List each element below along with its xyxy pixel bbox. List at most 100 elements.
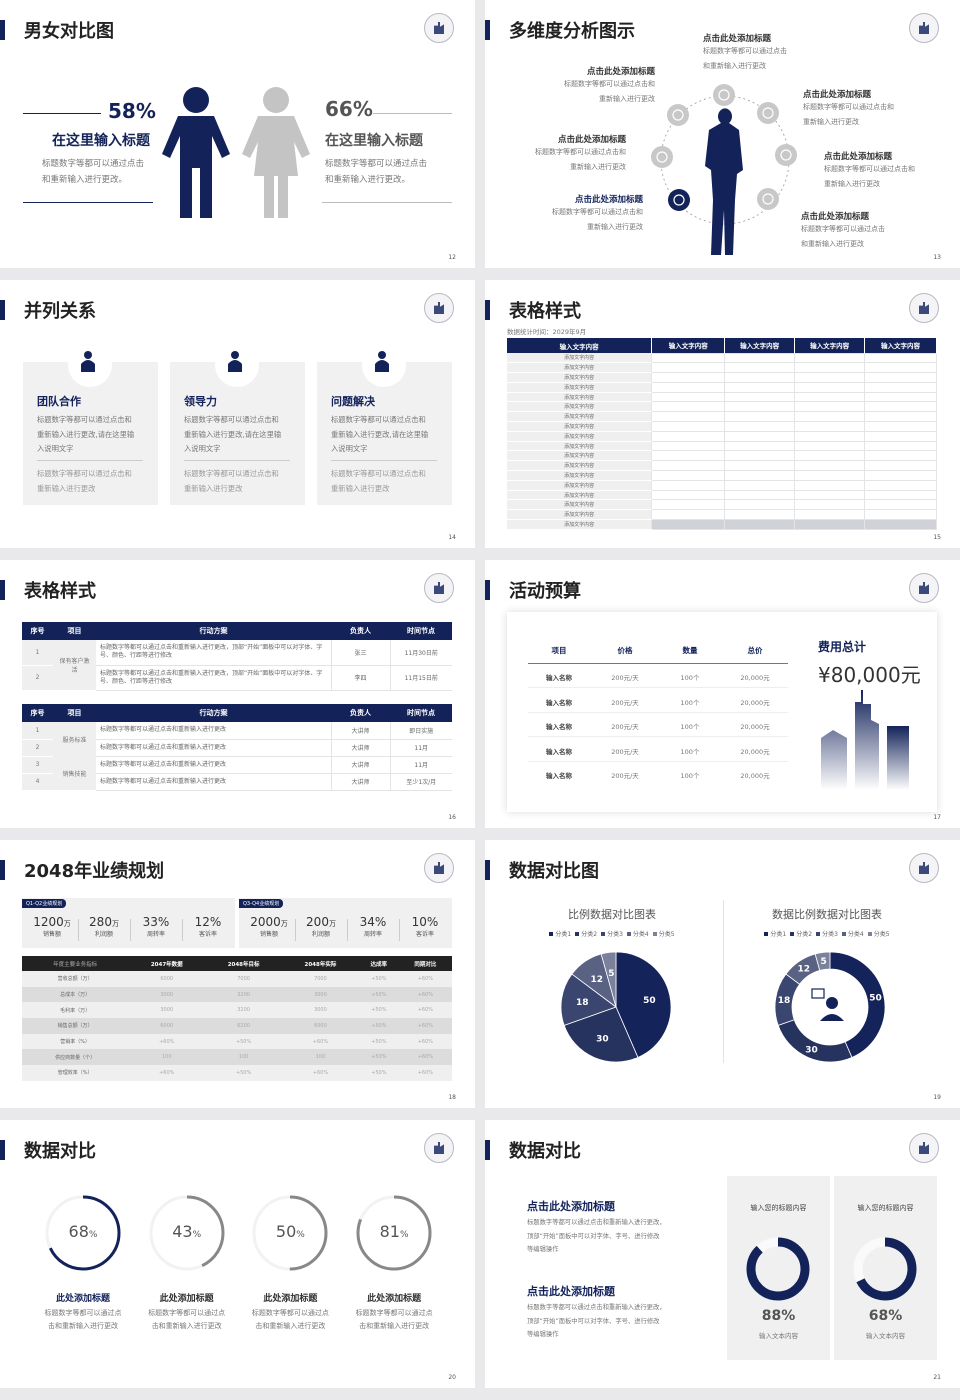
table-cell[interactable]: [864, 391, 937, 403]
table-cell[interactable]: [864, 470, 937, 481]
table-cell[interactable]: [724, 421, 796, 432]
table-cell[interactable]: [651, 519, 726, 530]
table-cell[interactable]: [864, 372, 937, 383]
table-cell[interactable]: [794, 372, 866, 383]
card-caption: 输入文本内容: [866, 1332, 905, 1340]
table-cell[interactable]: [864, 411, 937, 423]
table-cell[interactable]: [651, 450, 726, 462]
table-cell[interactable]: [794, 401, 866, 413]
table-cell[interactable]: [864, 450, 937, 462]
table-cell[interactable]: [864, 509, 937, 521]
table-cell[interactable]: [651, 401, 726, 413]
table-cell[interactable]: [724, 499, 796, 511]
slide-12[interactable]: 男女对比图 12 58% 在这里输入标题 标题数字等都可以通过点击 和重新输入进行更改。 6…: [0, 0, 475, 268]
table-cell[interactable]: [651, 489, 726, 501]
table-cell[interactable]: [864, 381, 937, 393]
slide-19[interactable]: 数据对比图 19 比例数据对比图表 分类1 分类2 分类3 分类4 分类5 50 30 18 12 5 数…: [485, 840, 960, 1108]
table-cell: 3000: [314, 1007, 327, 1014]
table-cell[interactable]: [864, 421, 937, 432]
table-cell[interactable]: [864, 352, 937, 364]
table-cell[interactable]: [794, 470, 866, 481]
slide-15[interactable]: 表格样式 15 数据统计时间：2029年9月 输入文字内容 输入文字内容 输入文字内容 输入…: [485, 280, 960, 548]
table-cell[interactable]: [724, 460, 796, 472]
table-cell[interactable]: [651, 430, 726, 442]
table-cell[interactable]: [794, 430, 866, 442]
flask-icon[interactable]: [713, 84, 735, 106]
table-cell[interactable]: [794, 352, 866, 364]
table-cell[interactable]: [651, 352, 726, 364]
table-cell[interactable]: [724, 362, 796, 374]
table-cell[interactable]: [794, 509, 866, 521]
table-cell[interactable]: [724, 519, 796, 530]
thumbs-up-icon[interactable]: [775, 144, 797, 166]
table-cell[interactable]: [724, 391, 796, 403]
table-cell[interactable]: [864, 440, 937, 452]
slide-13[interactable]: 多维度分析图示 13 点击此处添加标题 标题数字等都可以通过点击 和重新输入进行更改 点击…: [485, 0, 960, 268]
table-cell[interactable]: [794, 381, 866, 393]
table-cell[interactable]: [794, 391, 866, 403]
table-cell[interactable]: [651, 411, 726, 423]
table-cell[interactable]: [864, 489, 937, 501]
table-cell[interactable]: [724, 430, 796, 442]
table-cell[interactable]: [794, 450, 866, 462]
table-cell[interactable]: [724, 381, 796, 393]
table-cell[interactable]: [794, 411, 866, 423]
table-cell[interactable]: [651, 509, 726, 521]
block-desc: 标题数字等都可以通过点击和: [824, 165, 915, 173]
data-label: 50: [643, 996, 656, 1006]
table-cell[interactable]: [724, 489, 796, 501]
table-cell[interactable]: [724, 440, 796, 452]
table-cell[interactable]: [794, 519, 866, 530]
heart-icon[interactable]: [651, 146, 673, 168]
table-cell[interactable]: [651, 362, 726, 374]
table-cell[interactable]: [651, 372, 726, 383]
slide-14[interactable]: 并列关系 14 团队合作 标题数字等都可以通过点击和 重新输入进行更改,请在这里输 入说明…: [0, 280, 475, 548]
table-cell[interactable]: [794, 479, 866, 491]
table-cell[interactable]: [651, 440, 726, 452]
table-cell[interactable]: [864, 519, 937, 530]
table-cell[interactable]: [864, 362, 937, 374]
donut-gauge: [853, 1237, 917, 1301]
table-cell[interactable]: [864, 401, 937, 413]
table-cell[interactable]: [794, 489, 866, 501]
table-cell[interactable]: [724, 352, 796, 364]
table-cell[interactable]: [724, 470, 796, 481]
table-cell[interactable]: [864, 430, 937, 442]
ring-value: 43%: [147, 1222, 227, 1241]
table-cell[interactable]: [864, 460, 937, 472]
table-cell[interactable]: [651, 381, 726, 393]
table-cell[interactable]: [794, 460, 866, 472]
lock-icon[interactable]: [757, 102, 779, 124]
owner-cell: 李四: [331, 665, 391, 691]
table-cell[interactable]: [651, 391, 726, 403]
table-cell[interactable]: [651, 421, 726, 432]
table-cell[interactable]: [794, 440, 866, 452]
table-cell[interactable]: [724, 509, 796, 521]
diamond-icon[interactable]: [667, 104, 689, 126]
table-cell[interactable]: [864, 499, 937, 511]
table-cell[interactable]: [724, 372, 796, 383]
table-row: 添加文字内容: [507, 362, 937, 374]
slide-18[interactable]: 2048年业绩规划 18 Q1-Q2业绩规划 1200万 销售额 280万 利润额 33% 周转…: [0, 840, 475, 1108]
table-cell[interactable]: [724, 450, 796, 462]
slide-17[interactable]: 活动预算 17 项目 价格 数量 总价 输入名称 200元/天 100个 20,000元 输入名称 2…: [485, 560, 960, 828]
table-cell[interactable]: [724, 411, 796, 423]
table-cell[interactable]: [794, 499, 866, 511]
legend-label: 分类1: [770, 931, 787, 938]
globe-icon[interactable]: [757, 188, 779, 210]
table-cell[interactable]: [651, 499, 726, 511]
table-cell[interactable]: [651, 470, 726, 481]
slide-20[interactable]: 数据对比 20 68% 此处添加标题 标题数字等都可以通过点 击和重新输入进行更改 43% 此…: [0, 1120, 475, 1388]
graduation-cap-icon[interactable]: [668, 189, 690, 211]
table-cell[interactable]: [864, 479, 937, 491]
kpi-stat: 10% 客诉率: [401, 915, 449, 938]
table-cell[interactable]: [794, 362, 866, 374]
table-cell[interactable]: [794, 421, 866, 432]
table-cell[interactable]: [724, 479, 796, 491]
slide-21[interactable]: 数据对比 21 点击此处添加标题 标题数字等都可以通过点击和重新输入进行更改， 顶部“开…: [485, 1120, 960, 1388]
slide-16[interactable]: 表格样式 16 序号 项目 行动方案 负责人 时间节点 1 保有客户激活 标题数字等都可以通过点击…: [0, 560, 475, 828]
legend-item: 分类4: [841, 931, 864, 938]
table-cell[interactable]: [724, 401, 796, 413]
table-cell[interactable]: [651, 460, 726, 472]
table-cell[interactable]: [651, 479, 726, 491]
